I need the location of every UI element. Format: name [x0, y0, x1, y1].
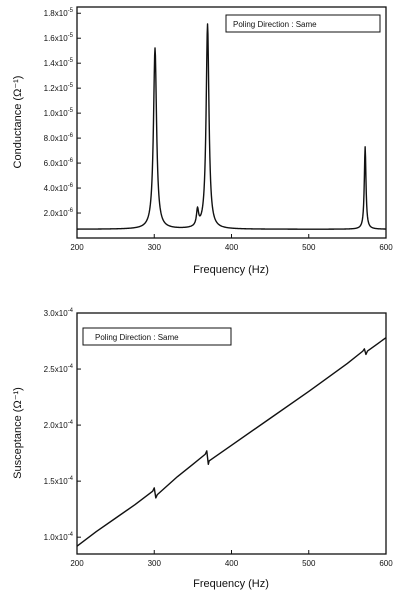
susceptance-series-line: [76, 337, 387, 547]
x-tick-label: 500: [302, 243, 316, 252]
x-tick-label: 300: [148, 559, 162, 568]
susceptance-panel: 1.0x10-4 1.5x10-4 2.0x10-4 2.5x10-4 3.0x10-4…: [12, 308, 393, 590]
annotation-text: Poling Direction : Same: [233, 20, 317, 29]
y-axis-title: Conductance (Ω⁻¹): [12, 76, 24, 169]
x-axis-title: Frequency (Hz): [193, 264, 269, 276]
y-tick-label: 1.0x10-5: [44, 108, 74, 118]
y-tick-label: 1.2x10-5: [44, 83, 74, 93]
x-tick-label: 200: [70, 559, 84, 568]
x-tick-label: 500: [302, 559, 316, 568]
x-tick-label: 200: [70, 243, 84, 252]
x-ticks: 200 300 400 500 600: [70, 550, 393, 568]
y-tick-label: 1.5x10-4: [44, 476, 74, 486]
y-tick-label: 4.0x10-6: [44, 183, 74, 193]
x-tick-label: 400: [225, 559, 239, 568]
y-ticks: 1.0x10-4 1.5x10-4 2.0x10-4 2.5x10-4 3.0x10-4: [44, 308, 81, 542]
y-tick-label: 2.0x10-6: [44, 208, 74, 218]
y-tick-label: 6.0x10-6: [44, 158, 74, 168]
conductance-panel: 2.0x10-6 4.0x10-6 6.0x10-6 8.0x10-6 1.0x10-5…: [12, 6, 393, 276]
conductance-series-line: [76, 23, 387, 230]
y-tick-label: 1.0x10-4: [44, 532, 74, 542]
x-axis-title: Frequency (Hz): [193, 578, 269, 590]
x-tick-label: 600: [379, 559, 393, 568]
annotation-text: Poling Direction : Same: [95, 333, 179, 342]
plot-frame: [76, 312, 387, 555]
y-ticks: 2.0x10-6 4.0x10-6 6.0x10-6 8.0x10-6 1.0x10-5…: [44, 8, 81, 218]
y-tick-label: 1.6x10-5: [44, 33, 74, 43]
plot-frame: [76, 6, 387, 239]
y-tick-label: 8.0x10-6: [44, 133, 74, 143]
y-tick-label: 2.0x10-4: [44, 420, 74, 430]
y-tick-label: 1.8x10-5: [44, 8, 74, 18]
annotation-box: [82, 327, 232, 346]
y-tick-label: 1.4x10-5: [44, 58, 74, 68]
y-tick-label: 2.5x10-4: [44, 364, 74, 374]
x-tick-label: 400: [225, 243, 239, 252]
y-tick-label: 3.0x10-4: [44, 308, 74, 318]
y-axis-title: Susceptance (Ω⁻¹): [12, 387, 24, 479]
x-tick-label: 600: [379, 243, 393, 252]
x-tick-label: 300: [148, 243, 162, 252]
x-ticks: 200 300 400 500 600: [70, 234, 393, 252]
annotation-box: [225, 14, 381, 33]
